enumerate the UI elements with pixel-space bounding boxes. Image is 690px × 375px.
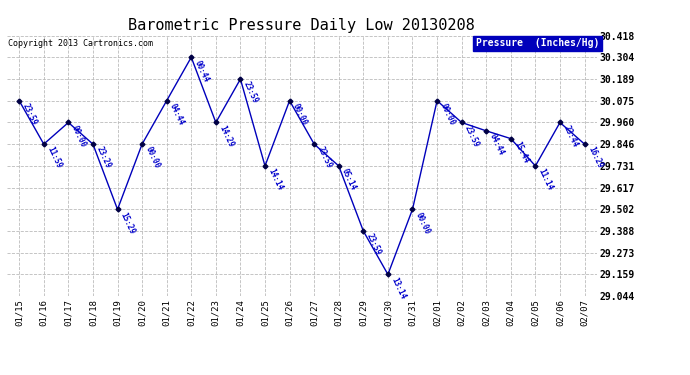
Title: Barometric Pressure Daily Low 20130208: Barometric Pressure Daily Low 20130208	[128, 18, 475, 33]
Text: 14:14: 14:14	[266, 167, 284, 192]
Text: 00:00: 00:00	[70, 124, 88, 148]
Text: 00:00: 00:00	[144, 146, 161, 170]
Text: 04:44: 04:44	[488, 132, 506, 157]
Text: 15:44: 15:44	[512, 140, 530, 165]
Text: Pressure  (Inches/Hg): Pressure (Inches/Hg)	[476, 38, 600, 48]
Text: 16:29: 16:29	[586, 146, 604, 170]
Text: 23:59: 23:59	[315, 146, 333, 170]
Text: 23:59: 23:59	[365, 232, 383, 257]
Text: 00:00: 00:00	[414, 211, 432, 236]
Text: 13:14: 13:14	[389, 276, 407, 301]
Text: 15:29: 15:29	[119, 211, 137, 236]
Text: 05:14: 05:14	[340, 167, 358, 192]
Text: 23:59: 23:59	[463, 124, 481, 148]
Text: 11:14: 11:14	[537, 167, 555, 192]
Text: 23:59: 23:59	[21, 102, 39, 127]
Text: 04:44: 04:44	[168, 102, 186, 127]
Text: Copyright 2013 Cartronics.com: Copyright 2013 Cartronics.com	[8, 39, 153, 48]
Text: 11:59: 11:59	[45, 146, 63, 170]
Text: 23:44: 23:44	[562, 124, 580, 148]
Text: 00:44: 00:44	[193, 58, 210, 83]
Text: 23:59: 23:59	[241, 81, 259, 105]
Text: 14:29: 14:29	[217, 124, 235, 148]
Text: 23:29: 23:29	[95, 146, 112, 170]
Text: 00:00: 00:00	[291, 102, 309, 127]
Text: 00:00: 00:00	[438, 102, 456, 127]
